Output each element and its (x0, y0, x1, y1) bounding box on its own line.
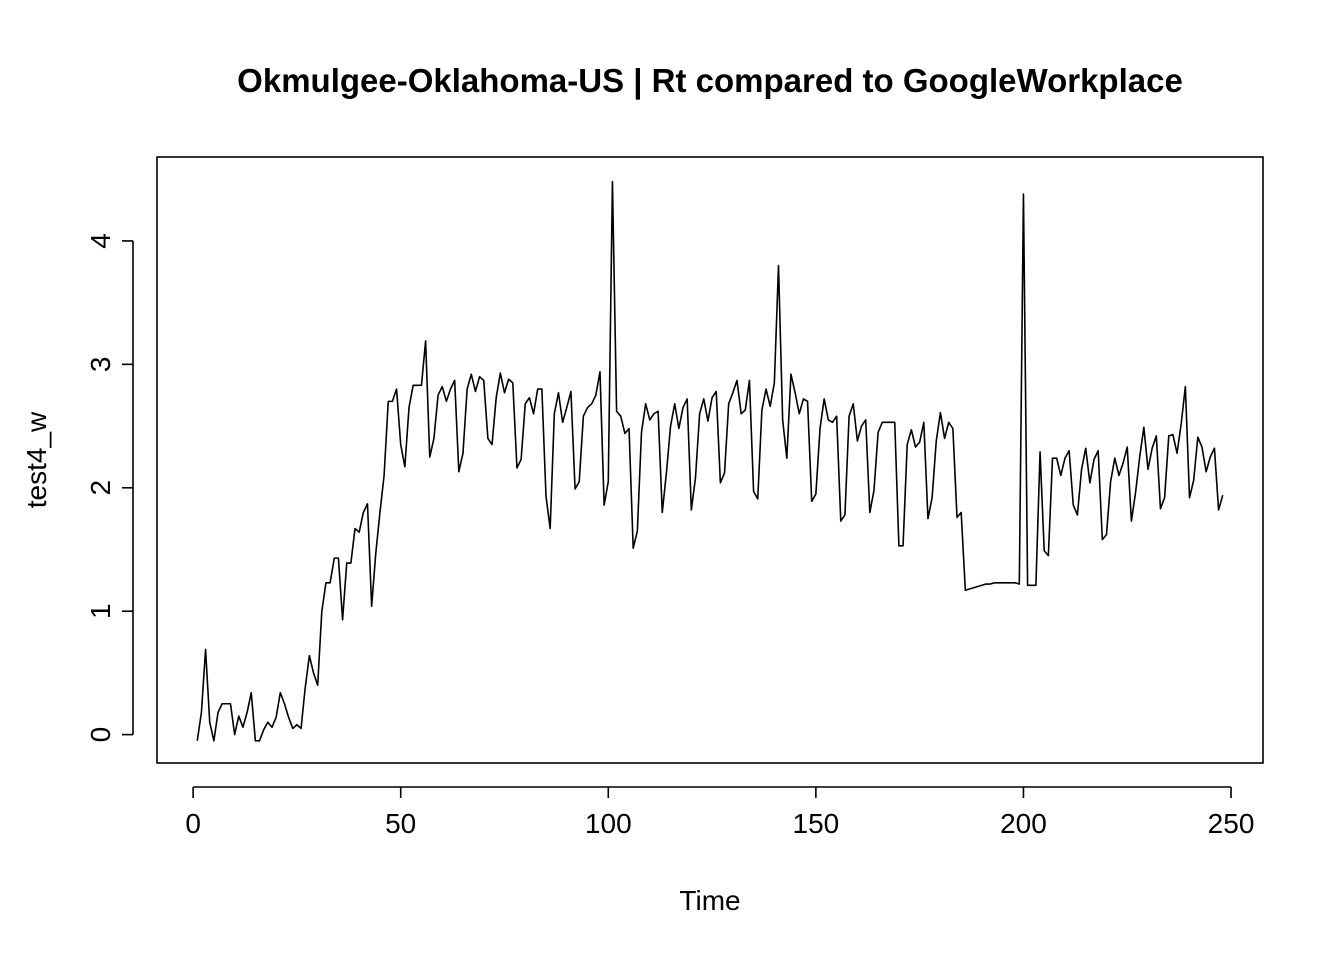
series-layer (196, 180, 1224, 742)
y-tick-label: 3 (85, 357, 116, 373)
y-axis: 0 1 2 3 4 (85, 233, 134, 743)
chart-title: Okmulgee-Oklahoma-US | Rt compared to Go… (237, 62, 1183, 99)
x-tick-label: 150 (793, 808, 840, 839)
y-tick-label: 1 (85, 603, 116, 619)
y-tick-label: 0 (85, 727, 116, 743)
x-axis-label: Time (679, 885, 740, 916)
x-tick-label: 0 (185, 808, 201, 839)
x-axis: 0 50 100 150 200 250 (185, 786, 1255, 839)
y-tick-label: 2 (85, 480, 116, 496)
plot-frame (156, 156, 1264, 764)
series-line (196, 180, 1224, 742)
x-tick-label: 250 (1208, 808, 1255, 839)
x-tick-label: 50 (385, 808, 416, 839)
y-tick-label: 4 (85, 233, 116, 249)
x-tick-label: 200 (1000, 808, 1047, 839)
x-tick-label: 100 (585, 808, 632, 839)
y-axis-label: test4_w (21, 411, 52, 508)
